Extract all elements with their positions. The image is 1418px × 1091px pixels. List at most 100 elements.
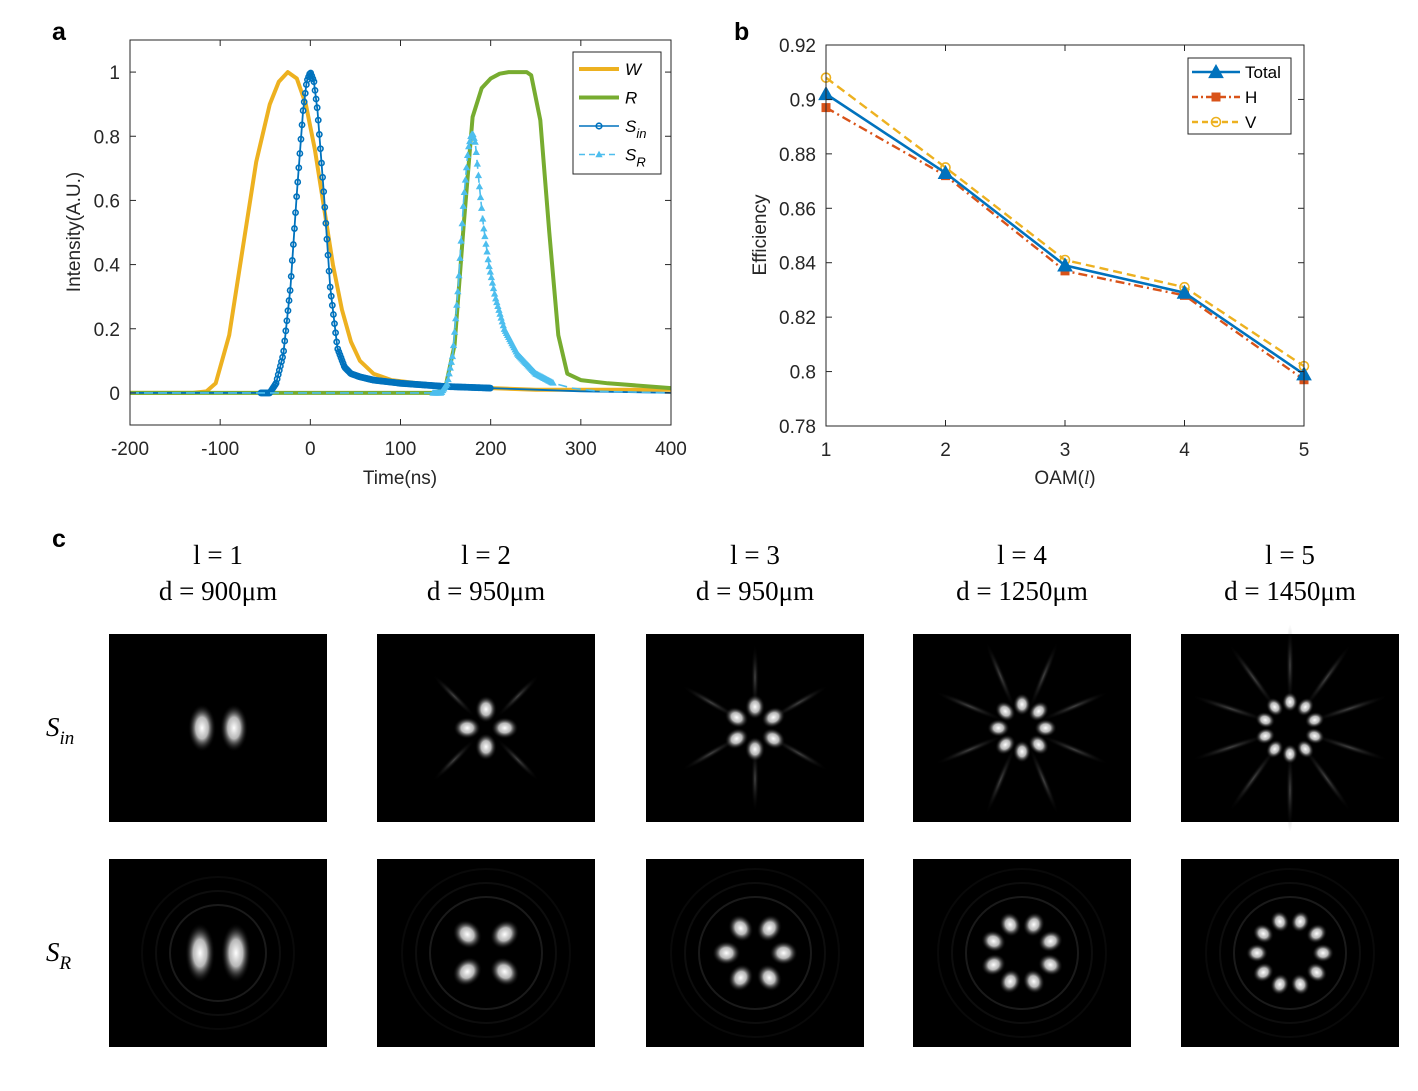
panel-c-halo-ring — [951, 882, 1093, 1024]
panel-c-lobe — [1038, 953, 1063, 976]
row-label-sub: R — [59, 953, 72, 974]
chart-b-legend-marker-v — [1210, 116, 1222, 128]
chart-a-point-s-r — [455, 271, 463, 279]
panel-c-lobe — [452, 957, 482, 987]
panel-c-lobe — [724, 706, 749, 728]
panel-c-halo-ring — [965, 896, 1079, 1010]
chart-a-point-s-r — [471, 138, 479, 145]
panel-c-halo-ring — [141, 876, 295, 1030]
panel-c-lobe — [1290, 973, 1310, 996]
chart-a-point-s-r — [461, 176, 470, 183]
chart-a-point-s-r — [449, 341, 458, 349]
panel-c-lobe — [1306, 962, 1328, 983]
chart-a-point-s-in — [333, 338, 341, 346]
chart-b-line-h — [825, 106, 1305, 381]
chart-a-point-s-r — [475, 182, 484, 190]
panel-c-lobe — [1246, 943, 1268, 963]
panel-c-halo-ring — [1205, 868, 1375, 1038]
panel-c-ray — [1028, 640, 1059, 711]
chart-a-point-s-r — [448, 352, 457, 360]
chart-a-point-s-r — [473, 160, 481, 167]
panel-c-lobe — [728, 964, 754, 992]
panel-c-lobe — [981, 953, 1006, 976]
legend-label-main: R — [625, 89, 637, 108]
chart-a-point-s-r — [485, 262, 493, 270]
chart-a-point-s-r — [457, 237, 465, 244]
chart-a-point-s-r — [476, 193, 485, 201]
chart-a-xtick-label: -200 — [111, 439, 149, 460]
panel-c-letter: c — [52, 525, 66, 553]
chart-a-point-s-r — [489, 284, 498, 292]
panel-c-image-r1-c3 — [646, 634, 864, 822]
panel-c-ray — [751, 744, 759, 813]
panel-b-letter: b — [734, 18, 749, 46]
panel-c-lobe — [728, 914, 754, 942]
panel-c-lobe — [756, 964, 782, 992]
chart-a-point-s-r — [453, 301, 461, 308]
panel-c-halo-ring — [684, 882, 826, 1024]
panel-c-ray — [1191, 695, 1271, 723]
chart-b-ytick-label: 0.88 — [779, 145, 816, 166]
chart-a-point-s-r — [483, 247, 491, 255]
panel-c-lobe — [221, 923, 251, 983]
panel-c-ray — [1302, 744, 1352, 813]
panel-c-ray — [1286, 748, 1294, 833]
chart-a-point-s-in — [322, 219, 330, 227]
panel-c-ray — [1039, 691, 1110, 722]
panel-c-ray — [1228, 744, 1278, 813]
chart-a-point-s-r — [443, 380, 451, 387]
panel-c-header-l-3: l = 3 — [730, 540, 780, 570]
chart-b-point-total — [937, 164, 954, 180]
chart-a-point-s-in — [298, 121, 306, 129]
panel-c-lobe — [185, 923, 215, 983]
chart-a-legend-label-s-r: SR — [625, 146, 646, 170]
chart-a-point-s-r — [474, 171, 483, 179]
panel-c-lobe — [1296, 697, 1315, 717]
panel-c-lobe — [475, 733, 497, 761]
chart-a-point-s-in — [289, 241, 297, 248]
panel-c-image-r1-c2 — [377, 634, 595, 822]
panel-c-lobe — [1034, 719, 1057, 737]
chart-a-point-s-in — [288, 257, 296, 264]
panel-c-image-r1-c5 — [1181, 623, 1399, 833]
panel-c-ray — [1228, 643, 1278, 712]
chart-b-xlabel-end: ) — [1089, 468, 1095, 489]
chart-a-point-s-in — [311, 86, 319, 94]
chart-a-point-s-in — [320, 188, 328, 196]
chart-a-point-s-r — [452, 314, 460, 322]
chart-a-legend-box — [572, 51, 662, 175]
panel-c-image-bg — [377, 634, 595, 822]
panel-c-halo-ring — [670, 868, 840, 1038]
chart-a-point-s-in — [280, 347, 288, 355]
chart-b-legend-label-h: H — [1245, 88, 1257, 107]
panel-c-lobe — [745, 694, 765, 720]
panel-c-lobe — [1282, 744, 1298, 764]
panel-c-ray — [1309, 695, 1389, 723]
panel-c-header-l-5: l = 5 — [1265, 540, 1315, 570]
panel-c-halo-ring — [155, 890, 281, 1016]
panel-c-lobe — [452, 919, 482, 949]
chart-b-ytick-label: 0.8 — [790, 363, 816, 384]
panel-c-image-bg — [646, 859, 864, 1047]
chart-a-point-s-in — [284, 307, 292, 315]
panel-c-header-d-2: d = 950μm — [427, 576, 545, 606]
chart-a-legend-marker-s-in — [595, 122, 603, 130]
chart-b-point-total — [1176, 284, 1193, 299]
panel-c-lobe — [1270, 910, 1290, 933]
chart-a-xlabel: Time(ns) — [363, 468, 437, 489]
chart-a-point-s-in — [292, 209, 299, 217]
panel-c-ray — [1039, 734, 1110, 765]
chart-a-point-s-in — [318, 159, 325, 167]
legend-label-main: S — [625, 146, 637, 165]
chart-a-point-s-r — [478, 204, 486, 211]
chart-a-point-s-in — [317, 145, 324, 153]
chart-a-point-s-in — [328, 301, 336, 309]
row-label-main: S — [46, 712, 60, 742]
panel-c-lobe — [1270, 973, 1290, 996]
chart-a-point-s-in — [325, 267, 333, 275]
chart-a-ytick-label: 0.2 — [94, 320, 120, 341]
chart-b-xtick-label: 3 — [1060, 440, 1071, 461]
chart-b-legend-label-v: V — [1245, 113, 1257, 132]
panel-c-image-r2-c4 — [913, 859, 1131, 1047]
